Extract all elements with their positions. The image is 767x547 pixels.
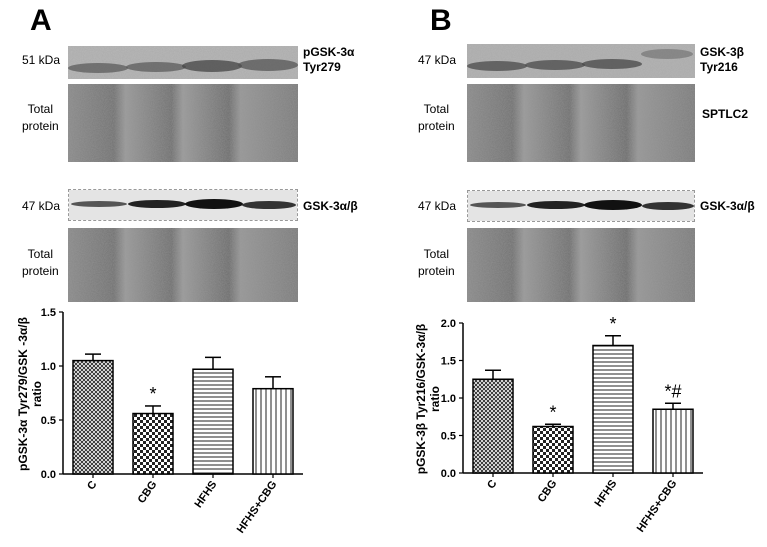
y-tick-label: 2.0 (441, 318, 456, 330)
bar-cbg (132, 412, 174, 475)
blot-label-line1: GSK-3β (700, 45, 744, 59)
western-blot-band (68, 189, 298, 221)
significance-marker: * (549, 402, 556, 422)
kda-label: 51 kDa (22, 53, 61, 67)
x-category-label: C (485, 478, 499, 491)
total-protein-stain (467, 228, 695, 302)
total-protein-stain (68, 228, 298, 302)
panel-letter-a: A (30, 4, 52, 37)
bar-cbg (532, 425, 574, 474)
kda-label: 47 kDa (418, 199, 457, 213)
total-protein-line2: protein (418, 264, 455, 278)
x-category-label: HFHS (192, 479, 219, 510)
bar-chart-a: 0.0 0.5 1.0 1.5 C * CBG HFHS HFHS+CBG (41, 307, 303, 536)
total-protein-line1: Total (27, 102, 54, 116)
bar-hfhs-cbg (252, 387, 294, 475)
total-protein-line2: protein (22, 119, 59, 133)
bar-c (72, 359, 114, 475)
significance-marker: * (149, 384, 156, 404)
x-category-label: C (85, 479, 99, 492)
blot-label-line2: Tyr279 (303, 60, 341, 74)
bar-chart-b: 0.0 0.5 1.0 1.5 2.0 C * CBG * HFHS *# HFHS+CBG (441, 314, 703, 535)
bar-c (472, 378, 514, 474)
total-protein-label: Total protein (418, 101, 455, 135)
blot-target-label-sptlc2: SPTLC2 (702, 107, 749, 121)
total-protein-stain (467, 84, 695, 162)
y-tick-label: 0.5 (441, 431, 456, 443)
bar-hfhs (192, 368, 234, 475)
y-tick-label: 0.0 (441, 468, 456, 480)
y-tick-label: 1.0 (41, 361, 56, 373)
x-category-label: CBG (136, 479, 160, 506)
total-protein-line2: protein (418, 119, 455, 133)
kda-label: 47 kDa (22, 199, 61, 213)
western-blot-band (467, 44, 695, 78)
total-protein-line1: Total (423, 247, 450, 261)
y-tick-label: 0.5 (41, 415, 56, 427)
total-protein-label: Total protein (22, 101, 59, 135)
blot-target-label: GSK-3α/β (700, 199, 755, 213)
x-category-label: HFHS+CBG (635, 478, 680, 535)
western-blot-band (467, 190, 695, 222)
y-tick-label: 1.0 (441, 393, 456, 405)
blot-label-line2: Tyr216 (700, 60, 738, 74)
total-protein-line1: Total (27, 247, 54, 261)
x-category-label: CBG (536, 478, 560, 505)
significance-marker: * (609, 314, 616, 334)
x-category-label: HFHS+CBG (235, 479, 280, 536)
total-protein-label: Total protein (22, 246, 59, 280)
bar-hfhs (592, 344, 634, 474)
total-protein-line2: protein (22, 264, 59, 278)
blot-target-label: GSK-3β Tyr216 (700, 45, 744, 75)
total-protein-label: Total protein (418, 246, 455, 280)
total-protein-line1: Total (423, 102, 450, 116)
blot-target-label: pGSK-3α Tyr279 (303, 45, 354, 75)
kda-label: 47 kDa (418, 53, 457, 67)
bar-hfhs-cbg (652, 408, 694, 474)
blot-label-line1: pGSK-3α (303, 45, 355, 59)
total-protein-stain (68, 84, 298, 162)
y-tick-label: 1.5 (41, 307, 56, 319)
y-tick-label: 1.5 (441, 356, 456, 368)
significance-marker: *# (664, 381, 681, 401)
western-blot-band (68, 46, 298, 79)
x-category-label: HFHS (592, 478, 619, 509)
blot-target-label: GSK-3α/β (303, 199, 358, 213)
y-tick-label: 0.0 (41, 469, 56, 481)
panel-letter-b: B (430, 4, 452, 37)
